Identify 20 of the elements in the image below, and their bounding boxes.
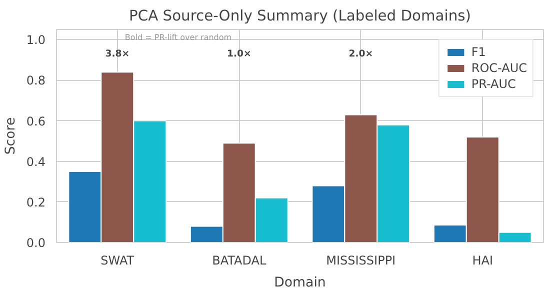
y-tick-label: 0.6	[26, 114, 46, 128]
y-tick-label: 0.0	[26, 236, 46, 250]
annotation: Bold = PR-lift over random	[124, 33, 232, 42]
chart-title: PCA Source-Only Summary (Labeled Domains)	[129, 8, 471, 24]
annotation: 1.0×	[226, 48, 252, 60]
x-tick-label: HAI	[472, 254, 494, 268]
x-tick-label: SWAT	[100, 254, 135, 268]
y-tick-label: 0.2	[26, 195, 46, 210]
y-tick-label: 1.0	[26, 33, 46, 48]
legend-label: F1	[471, 45, 487, 59]
y-tick-label: 0.8	[26, 74, 46, 88]
annotation: 3.8×	[105, 48, 130, 60]
x-tick-label: MISSISSIPPI	[326, 254, 396, 268]
y-axis-title: Score	[3, 117, 18, 155]
x-axis-title: Domain	[274, 276, 326, 290]
annotation: 2.0×	[348, 48, 374, 60]
x-tick-label: BATADAL	[212, 254, 266, 268]
legend-label: ROC-AUC	[471, 61, 527, 75]
legend-label: PR-AUC	[471, 77, 516, 91]
y-tick-label: 0.4	[26, 154, 46, 169]
